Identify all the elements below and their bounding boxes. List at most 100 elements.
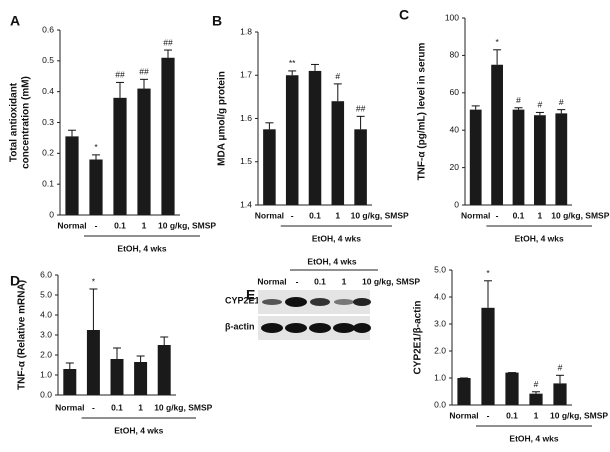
bar: [481, 307, 495, 405]
y-tick-label: 3.0: [434, 318, 446, 328]
western-blot: E EtOH, 4 wks Normal - 0.1 1 10 g/kg, SM…: [225, 256, 420, 340]
y-tick-label: 0.6: [42, 24, 54, 34]
x-tick-label: 10 g/kg, SMSP: [551, 210, 609, 220]
band: [262, 299, 282, 305]
y-tick-label: 1.0: [40, 369, 52, 379]
annotation: ##: [356, 104, 366, 114]
panel-letter: B: [212, 13, 222, 29]
bar: [157, 345, 171, 395]
x-tick-label: -: [496, 210, 499, 220]
x-tick-label: 1: [138, 402, 143, 412]
y-tick-label: 0: [454, 199, 459, 209]
annotation: #: [335, 71, 340, 81]
bar: [308, 70, 322, 205]
band: [353, 323, 371, 333]
y-tick-label: 4.0: [434, 291, 446, 301]
panel-letter: D: [10, 273, 20, 289]
y-tick-label: 1.5: [240, 156, 252, 166]
annotation: #: [559, 97, 564, 107]
group-label: EtOH, 4 wks: [307, 256, 356, 266]
y-tick-label: 5.0: [434, 264, 446, 274]
group-label: EtOH, 4 wks: [117, 243, 166, 253]
x-tick-label: 10 g/kg, SMSP: [158, 220, 216, 230]
bar: [63, 369, 77, 395]
y-tick-label: 0.1: [42, 178, 54, 188]
annotation: #: [538, 100, 543, 110]
annotation: ##: [139, 67, 149, 77]
annotation: ##: [115, 70, 125, 80]
x-tick-label: Normal: [461, 210, 490, 220]
y-tick-label: 1.7: [240, 70, 252, 80]
annotation: #: [516, 95, 521, 105]
band: [285, 323, 307, 333]
y-tick-label: 2.0: [434, 345, 446, 355]
x-tick-label: -: [95, 220, 98, 230]
y-axis-label: TNF-α (pg/mL) level in serum: [417, 42, 428, 180]
bar: [161, 57, 175, 215]
y-tick-label: 1.0: [434, 372, 446, 382]
bar: [134, 362, 148, 395]
panel-letter: C: [399, 7, 409, 23]
annotation: #: [558, 363, 563, 373]
bar: [65, 136, 79, 215]
x-tick-label: -: [291, 210, 294, 220]
annotation: ##: [163, 37, 173, 47]
annotation: #: [534, 379, 539, 389]
y-axis-label: TNF-α (Relative mRNA): [17, 280, 28, 390]
panel-letter: E: [246, 287, 255, 303]
y-axis-label: concentration (mM): [21, 76, 32, 169]
bar: [113, 97, 127, 215]
bar: [505, 372, 519, 405]
band: [261, 323, 283, 333]
y-axis-label: MDA μmol/g protein: [217, 71, 228, 166]
row-label: CYP2E1: [225, 295, 260, 305]
group-label: EtOH, 4 wks: [515, 233, 564, 243]
x-tick-label: 1: [538, 210, 543, 220]
y-tick-label: 6.0: [40, 269, 52, 279]
column-label: -: [296, 276, 299, 286]
column-label: 1: [342, 276, 347, 286]
y-axis-label: Total antioxidant: [9, 82, 20, 162]
bar: [534, 115, 546, 205]
y-tick-label: 0.0: [40, 389, 52, 399]
y-tick-label: 0: [49, 209, 54, 219]
band: [353, 298, 371, 306]
y-tick-label: 0.5: [42, 55, 54, 65]
y-axis-label: CYP2E1/β-actin: [413, 301, 424, 375]
panel-letter: A: [10, 13, 20, 29]
bar: [469, 109, 482, 205]
group-label: EtOH, 4 wks: [114, 425, 163, 435]
y-tick-label: 0.0: [434, 399, 446, 409]
x-tick-label: -: [92, 402, 95, 412]
y-tick-label: 5.0: [40, 289, 52, 299]
band: [309, 323, 331, 333]
band: [334, 299, 354, 305]
y-tick-label: 1.8: [240, 26, 252, 36]
bar: [529, 393, 543, 405]
bar: [553, 383, 567, 405]
y-tick-label: 1.4: [240, 199, 252, 209]
bar: [331, 101, 345, 205]
y-tick-label: 100: [445, 12, 459, 22]
band: [333, 323, 355, 333]
y-tick-label: 40: [450, 124, 460, 134]
x-tick-label: 1: [335, 210, 340, 220]
bar: [89, 159, 103, 215]
group-label: EtOH, 4 wks: [312, 233, 361, 243]
x-tick-label: 0.1: [506, 410, 518, 420]
annotation: *: [92, 276, 96, 286]
bar: [86, 330, 100, 395]
annotation: *: [495, 37, 499, 47]
x-tick-label: Normal: [255, 210, 284, 220]
bar: [285, 75, 299, 205]
row-label: β-actin: [225, 321, 255, 331]
group-label: EtOH, 4 wks: [509, 433, 558, 443]
bar: [512, 109, 525, 205]
bar: [555, 113, 568, 205]
bar: [491, 64, 503, 205]
column-label: 0.1: [314, 276, 326, 286]
band: [285, 297, 307, 307]
x-tick-label: 10 g/kg, SMSP: [550, 410, 608, 420]
x-tick-label: -: [487, 410, 490, 420]
